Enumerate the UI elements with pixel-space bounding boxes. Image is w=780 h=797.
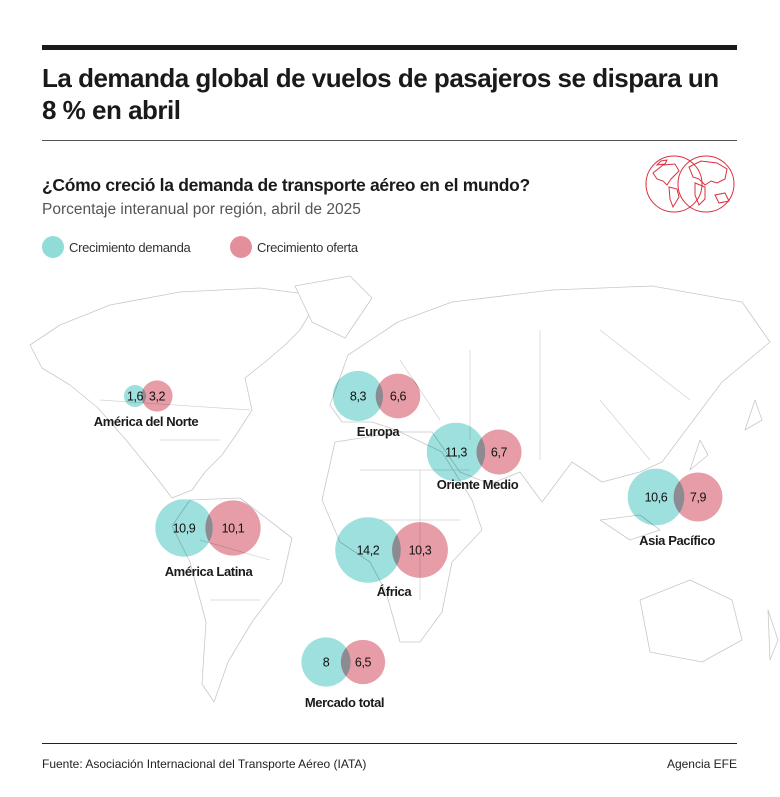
region-label: África [376, 584, 412, 599]
supply-bubble [476, 429, 522, 475]
region-label: Mercado total [304, 695, 385, 710]
world-map: 1,6 3,2 8,3 6,6 11,3 6,7 10,6 7,9 10,9 10,1 14,2 10… [29, 275, 779, 703]
region-label: Asia Pacífico [639, 533, 715, 548]
footer-divider [42, 743, 737, 744]
supply-value-label: 6,5 [355, 656, 372, 670]
region-bubbles: 1,6 3,2 [123, 380, 173, 412]
source-note: Fuente: Asociación Internacional del Tra… [42, 757, 367, 771]
supply-value-label: 6,6 [390, 390, 407, 404]
region-bubbles: 8 6,5 [301, 637, 386, 687]
supply-bubble [392, 522, 448, 578]
region-bubbles: 8,3 6,6 [332, 370, 421, 422]
agency-credit: Agencia EFE [666, 757, 737, 771]
demand-value-label: 14,2 [357, 544, 380, 558]
supply-value-label: 10,1 [222, 522, 245, 536]
demand-value-label: 11,3 [445, 446, 467, 460]
demand-bubble [123, 384, 147, 408]
demand-value-label: 8,3 [350, 390, 367, 404]
supply-bubble [340, 639, 386, 685]
page-title: La demanda global de vuelos de pasajeros… [42, 63, 719, 125]
region-bubbles: 10,9 10,1 [155, 499, 261, 557]
supply-value-label: 7,9 [690, 491, 707, 505]
chart-subtitle: ¿Cómo creció la demanda de transporte aé… [42, 175, 530, 195]
legend-demand-label: Crecimiento demanda [69, 239, 191, 255]
region-bubbles: 14,2 10,3 [335, 517, 448, 583]
region-label: América del Norte [93, 414, 199, 429]
legend-demand: Crecimiento demanda [42, 236, 191, 258]
eurasia [329, 285, 771, 503]
demand-value-label: 8 [323, 656, 330, 670]
greenland [294, 275, 373, 339]
region-bubbles: 10,6 7,9 [627, 468, 723, 526]
demand-bubble [627, 468, 685, 526]
australia [639, 579, 743, 663]
demand-bubble [335, 517, 401, 583]
legend-supply-label: Crecimiento oferta [257, 239, 358, 255]
region-label: Europa [356, 424, 400, 439]
demand-value-label: 10,6 [645, 491, 668, 505]
region-bubbles: 11,3 6,7 [426, 422, 522, 482]
region-label: Oriente Medio [436, 477, 519, 492]
demand-value-label: 1,6 [127, 390, 144, 404]
supply-bubble [141, 380, 173, 412]
legend-demand-swatch [42, 236, 64, 258]
supply-value-label: 6,7 [491, 446, 508, 460]
region-label: América Latina [164, 564, 253, 579]
demand-value-label: 10,9 [173, 522, 196, 536]
title-divider [42, 140, 737, 141]
legend-supply-swatch [230, 236, 252, 258]
demand-bubble [155, 499, 213, 557]
supply-bubble [205, 500, 261, 556]
demand-bubble [332, 370, 384, 422]
demand-bubble [301, 637, 351, 687]
world-globe-icon [645, 155, 735, 213]
demand-bubble [426, 422, 486, 482]
north-america [29, 287, 321, 499]
islands [599, 399, 779, 661]
supply-bubble [375, 373, 421, 419]
chart-description: Porcentaje interanual por región, abril … [42, 201, 361, 218]
legend-supply: Crecimiento oferta [230, 236, 358, 258]
bubbles: 1,6 3,2 8,3 6,6 11,3 6,7 10,6 7,9 10,9 10,1 14,2 10… [123, 370, 723, 687]
supply-value-label: 10,3 [409, 544, 432, 558]
supply-bubble [673, 472, 723, 522]
top-rule [42, 45, 737, 50]
supply-value-label: 3,2 [149, 390, 166, 404]
